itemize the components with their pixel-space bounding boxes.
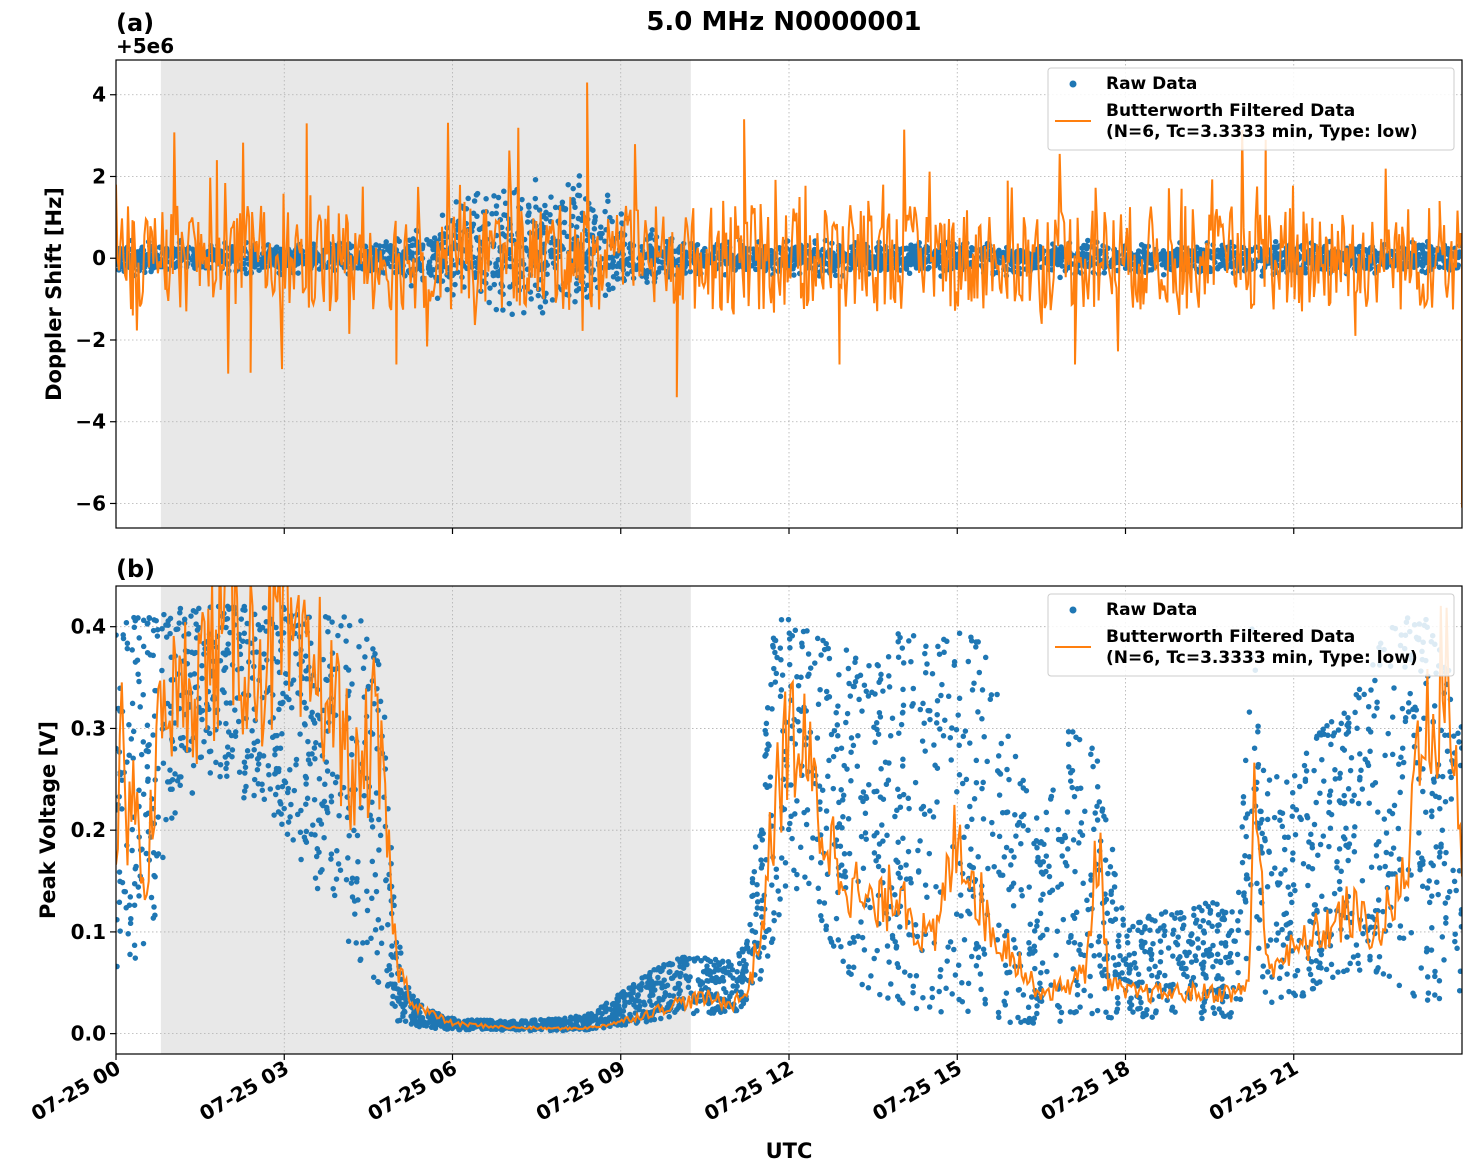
y-tick-label: 0	[92, 246, 106, 270]
chart-title: 5.0 MHz N0000001	[646, 7, 921, 37]
y-tick-label: −2	[75, 328, 106, 352]
y-tick-label: 0.3	[71, 716, 106, 740]
y-axis-label-b: Peak Voltage [V]	[36, 721, 60, 919]
filtered-line-a	[116, 82, 1462, 508]
panel-label-b: (b)	[116, 555, 155, 583]
y-offset-label: +5e6	[116, 34, 174, 58]
x-tick-label: 07-25 03	[195, 1056, 293, 1126]
legend-b: Raw Data Butterworth Filtered Data (N=6,…	[1047, 593, 1455, 677]
y-tick-label: 0.1	[71, 920, 106, 944]
x-tick-label: 07-25 21	[1205, 1056, 1303, 1126]
x-tick-label: 07-25 09	[532, 1056, 630, 1126]
legend-label-filtered-b: Butterworth Filtered Data	[1106, 627, 1355, 647]
x-tick-label: 07-25 06	[363, 1056, 461, 1126]
legend-label-raw-a: Raw Data	[1106, 74, 1197, 94]
legend-marker-raw-a	[1069, 80, 1077, 88]
x-tick-label: 07-25 18	[1036, 1056, 1134, 1126]
y-tick-label: 2	[92, 164, 106, 188]
panel-b: 0.0 0.1 0.2 0.3 0.4 07-25 00 07-25 03 07-25 06…	[27, 555, 1463, 1163]
legend-label-params-a: (N=6, Tc=3.3333 min, Type: low)	[1106, 122, 1418, 142]
y-tick-label: 0.2	[71, 818, 106, 842]
panel-label-a: (a)	[116, 9, 154, 37]
y-tick-label: 0.0	[71, 1022, 106, 1046]
x-tick-label: 07-25 15	[868, 1056, 966, 1126]
y-tick-label: −4	[75, 410, 106, 434]
y-axis-label-a: Doppler Shift [Hz]	[42, 187, 66, 401]
y-tick-label: 0.4	[71, 615, 106, 639]
legend-marker-raw-b	[1069, 606, 1077, 614]
y-tick-label: 4	[92, 83, 106, 107]
legend-a: Raw Data Butterworth Filtered Data (N=6,…	[1047, 67, 1455, 151]
x-axis-label: UTC	[766, 1139, 813, 1163]
panel-a: 4 2 0 −2 −4 −6 (a) +5e6 Doppler Shift [Hz] Ra…	[42, 9, 1463, 534]
legend-label-filtered-a: Butterworth Filtered Data	[1106, 101, 1355, 121]
filtered-line-b	[116, 586, 1462, 1032]
x-tick-label: 07-25 00	[27, 1056, 125, 1126]
y-tick-label: −6	[75, 491, 106, 515]
legend-label-params-b: (N=6, Tc=3.3333 min, Type: low)	[1106, 648, 1418, 668]
x-tick-label: 07-25 12	[700, 1056, 798, 1126]
legend-label-raw-b: Raw Data	[1106, 600, 1197, 620]
